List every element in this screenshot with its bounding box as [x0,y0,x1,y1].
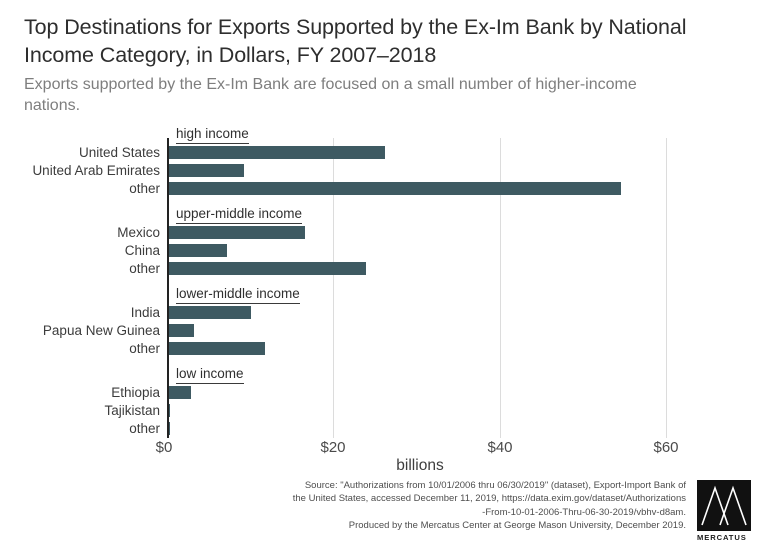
group-label-row: low income [0,365,768,384]
bar [169,145,386,159]
x-tick-0: $0 [155,439,173,457]
chart-rows: high income United States United Arab Emir… [0,125,768,437]
chart-subtitle: Exports supported by the Ex-Im Bank are … [24,75,637,114]
mercatus-logo: MERCATUS [697,480,751,542]
category-label: India [130,304,160,320]
x-tick-20: $20 [320,439,346,457]
bar-row: United States [0,143,768,161]
x-tick-40: $40 [487,439,513,457]
bar-row: other [0,259,768,277]
bar-row: Mexico [0,223,768,241]
category-label: Ethiopia [111,384,160,400]
y-axis-line [167,138,169,439]
category-label: United Arab Emirates [32,162,160,178]
bar-row: United Arab Emirates [0,161,768,179]
bar-chart: high income United States United Arab Emir… [0,125,768,439]
income-group-label: lower-middle income [176,286,300,304]
category-label: other [129,260,160,276]
x-axis-label: billions [396,457,444,475]
bar [169,403,171,417]
group-spacer [0,357,768,365]
x-tick-60: $60 [653,439,679,457]
source-line: the United States, accessed December 11,… [292,493,686,505]
bar [169,305,252,319]
income-group-label: high income [176,126,249,144]
category-label: Tajikistan [104,402,160,418]
category-label: China [124,242,160,258]
income-group-label: upper-middle income [176,206,303,224]
bar-row: Tajikistan [0,401,768,419]
chart-title: Top Destinations for Exports Supported b… [24,15,687,67]
bar-row: other [0,179,768,197]
source-line: Source: "Authorizations from 10/01/2006 … [304,480,686,491]
bar [169,181,621,195]
category-label: Mexico [117,224,160,240]
category-label: other [129,180,160,196]
income-group-label: low income [176,366,244,384]
source-line: Produced by the Mercatus Center at Georg… [348,520,686,532]
mercatus-logo-icon [697,480,751,531]
x-axis-label-row: billions [0,457,768,479]
group-label-row: upper-middle income [0,205,768,224]
gridline-20 [333,138,334,439]
category-label: other [129,340,160,356]
group-label-row: lower-middle income [0,285,768,304]
bar [169,421,170,435]
group-spacer [0,197,768,205]
gridline-60 [666,138,667,439]
group-spacer [0,277,768,285]
bar [169,163,244,177]
bar [169,341,265,355]
x-axis: $0 $20 $40 $60 [0,437,768,457]
gridline-40 [500,138,501,439]
group-label-row: high income [0,125,768,144]
bar [169,225,305,239]
source-note: Source: "Authorizations from 10/01/2006 … [196,479,686,533]
bar-row: other [0,419,768,437]
category-label: other [129,420,160,436]
source-line: -From-10-01-2006-Thru-06-30-2019/vbhv-d8… [482,506,686,518]
bar-row: China [0,241,768,259]
mercatus-logo-text: MERCATUS [697,533,747,542]
bar [169,261,367,275]
bar [169,385,191,399]
header: Top Destinations for Exports Supported b… [0,0,768,116]
category-label: United States [78,144,160,160]
bar-row: other [0,339,768,357]
bar-row: Ethiopia [0,383,768,401]
bar-row: Papua New Guinea [0,321,768,339]
bar [169,243,228,257]
bar [169,323,194,337]
category-label: Papua New Guinea [42,322,160,338]
bar-row: India [0,303,768,321]
